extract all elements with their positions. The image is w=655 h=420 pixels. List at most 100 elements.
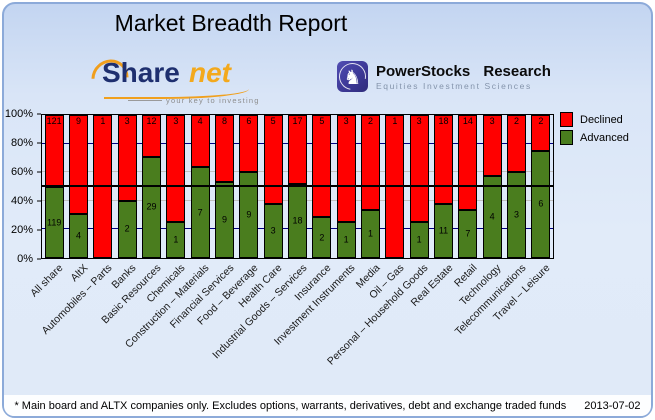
advanced-value-label: 3 xyxy=(513,209,519,220)
declined-value-label: 6 xyxy=(246,116,252,126)
all-share-reference-line xyxy=(42,185,553,188)
bar-segment-advanced xyxy=(482,176,502,258)
bar-segment-declined xyxy=(239,115,259,173)
declined-value-label: 3 xyxy=(489,116,495,126)
footnote: * Main board and ALTX companies only. Ex… xyxy=(14,399,567,412)
bar-segment-declined xyxy=(482,115,502,177)
declined-value-label: 1 xyxy=(100,116,106,126)
page-title: Market Breadth Report xyxy=(114,10,348,36)
sharenet-logo: Share net your key to investing xyxy=(83,51,262,105)
bar-segment-declined xyxy=(141,115,162,157)
sharenet-tagline: your key to investing xyxy=(128,96,258,105)
legend-swatch-advanced xyxy=(560,130,573,145)
bar-segment-advanced xyxy=(531,150,551,258)
advanced-value-label: 1 xyxy=(173,234,179,245)
advanced-value-label: 4 xyxy=(75,230,81,241)
bar-segment-declined xyxy=(190,115,210,167)
bar-segment-advanced xyxy=(263,204,283,258)
chess-knight-icon: ♞ xyxy=(337,61,368,92)
declined-value-label: 17 xyxy=(292,116,303,126)
chart-legend: Declined Advanced xyxy=(560,112,629,148)
bar-segment-declined xyxy=(117,115,137,201)
bar-segment-advanced xyxy=(312,217,332,258)
legend-label: Advanced xyxy=(580,131,629,144)
bar-segment-advanced xyxy=(433,203,454,258)
advanced-value-label: 11 xyxy=(438,225,449,236)
sharenet-wordmark-share: Share xyxy=(102,57,180,88)
y-axis: 0% 20% 40% 60% 80% 100% xyxy=(0,108,41,265)
bar-segment-advanced xyxy=(239,172,259,258)
declined-value-label: 3 xyxy=(173,116,179,126)
x-axis-labels: All share AltX Automobiles – Parts Banks Bas… xyxy=(28,262,554,392)
bar-segment-advanced xyxy=(68,214,89,258)
powerstocks-logo: ♞ PowerStocks Research Equities Investme… xyxy=(337,61,551,92)
legend-swatch-declined xyxy=(560,112,573,127)
declined-value-label: 4 xyxy=(197,116,203,126)
advanced-value-label: 9 xyxy=(246,209,252,220)
chart-plot: 121 119 9 4 1 3 2 12 29 3 1 4 7 8 9 6 9 5 3 17 18 5 2 3 1 2 1 1 3 1 18… xyxy=(41,114,554,259)
bar-segment-declined xyxy=(287,115,308,185)
sharenet-wordmark-net: net xyxy=(189,57,231,88)
bar-segment-advanced xyxy=(166,222,186,258)
y-tick-label: 40% xyxy=(10,195,33,207)
advanced-value-label: 4 xyxy=(489,211,495,222)
bar-segment-advanced xyxy=(287,184,308,258)
advanced-value-label: 3 xyxy=(270,225,276,236)
declined-value-label: 12 xyxy=(146,116,157,126)
y-tick-label: 60% xyxy=(10,166,33,178)
advanced-value-label: 1 xyxy=(416,234,422,245)
declined-value-label: 121 xyxy=(46,116,62,126)
powerstocks-subtitle: Equities Investment Sciences xyxy=(376,80,532,91)
bar-segment-declined xyxy=(336,115,356,223)
declined-value-label: 8 xyxy=(221,116,227,126)
bar-segment-declined xyxy=(531,115,551,151)
bar-segment-advanced xyxy=(190,167,210,258)
bar-segment-declined xyxy=(68,115,89,214)
declined-value-label: 1 xyxy=(392,116,398,126)
bar-segment-declined xyxy=(433,115,454,204)
advanced-value-label: 2 xyxy=(319,232,325,243)
advanced-value-label: 9 xyxy=(221,214,227,225)
bar-segment-advanced xyxy=(117,200,137,258)
bar-segment-declined xyxy=(458,115,478,211)
declined-value-label: 2 xyxy=(367,116,373,126)
y-tick-label: 100% xyxy=(4,108,33,120)
bar-segment-advanced xyxy=(141,156,162,258)
advanced-value-label: 1 xyxy=(367,228,373,239)
bar-segment-declined xyxy=(360,115,381,211)
bar-segment-declined xyxy=(263,115,283,205)
declined-value-label: 3 xyxy=(416,116,422,126)
y-tick-mark xyxy=(37,171,41,173)
report-date: 2013-07-02 xyxy=(584,399,641,412)
bar-segment-advanced xyxy=(409,222,429,258)
declined-value-label: 2 xyxy=(538,116,544,126)
bar-segment-advanced xyxy=(458,210,478,258)
advanced-value-label: 1 xyxy=(343,234,349,245)
bar-segment-declined xyxy=(166,115,186,223)
y-tick-mark xyxy=(37,258,41,260)
bar-segment-declined xyxy=(312,115,332,218)
advanced-value-label: 7 xyxy=(465,228,471,239)
y-tick-mark xyxy=(37,229,41,231)
advanced-value-label: 18 xyxy=(292,215,303,226)
legend-label: Declined xyxy=(580,113,623,126)
bar-segment-advanced xyxy=(214,182,235,258)
declined-value-label: 3 xyxy=(343,116,349,126)
bar-segment-advanced xyxy=(336,222,356,258)
bar-segment-declined xyxy=(506,115,527,173)
y-tick-mark xyxy=(37,142,41,144)
bar-segment-advanced xyxy=(506,172,527,258)
advanced-value-label: 2 xyxy=(124,223,130,234)
bar-segment-advanced xyxy=(360,210,381,258)
declined-value-label: 9 xyxy=(75,116,81,126)
y-tick-mark xyxy=(37,200,41,202)
declined-value-label: 5 xyxy=(270,116,276,126)
legend-item-advanced: Advanced xyxy=(560,130,629,145)
advanced-value-label: 6 xyxy=(538,198,544,209)
powerstocks-name: PowerStocks Research xyxy=(376,62,551,80)
declined-value-label: 14 xyxy=(462,116,473,126)
legend-item-declined: Declined xyxy=(560,112,629,127)
bar-segment-declined xyxy=(214,115,235,183)
declined-value-label: 18 xyxy=(438,116,449,126)
